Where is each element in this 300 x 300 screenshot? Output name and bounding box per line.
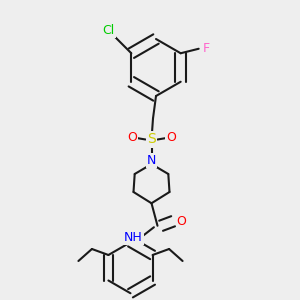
Text: NH: NH <box>124 231 143 244</box>
Text: O: O <box>127 131 137 145</box>
Text: O: O <box>177 215 186 228</box>
Text: N: N <box>147 154 156 167</box>
Text: Cl: Cl <box>103 24 115 37</box>
Text: S: S <box>147 133 156 146</box>
Text: F: F <box>202 42 210 55</box>
Text: O: O <box>166 131 176 145</box>
